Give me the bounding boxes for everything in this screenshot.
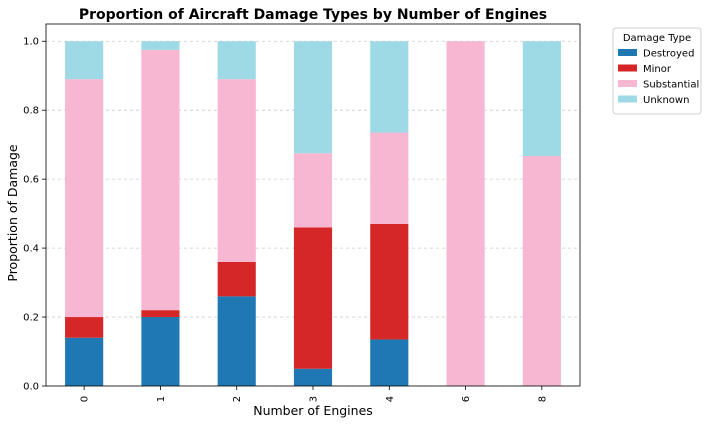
- y-tick-label: 0.2: [23, 313, 39, 324]
- bar-unknown-2: [217, 41, 256, 80]
- x-axis-label: Number of Engines: [253, 403, 373, 418]
- bar-unknown-4: [370, 41, 409, 133]
- bar-substantial-8: [522, 156, 561, 386]
- legend-title: Damage Type: [623, 33, 691, 44]
- legend-swatch-minor: [618, 64, 637, 72]
- bar-unknown-1: [141, 41, 180, 50]
- chart-title: Proportion of Aircraft Damage Types by N…: [79, 7, 547, 23]
- x-tick-label: 3: [309, 396, 320, 402]
- bar-substantial-1: [141, 49, 180, 311]
- bars-group: [65, 41, 561, 386]
- legend-label-destroyed: Destroyed: [643, 49, 694, 60]
- axes-group: 0.0 0.2 0.4 0.6 0.8 1.0 0 1 2 3 4 6 8: [23, 23, 581, 402]
- bar-minor-1: [141, 310, 180, 318]
- legend-label-unknown: Unknown: [643, 95, 689, 106]
- y-tick-label: 0.0: [23, 382, 39, 393]
- legend-swatch-unknown: [618, 95, 637, 103]
- bar-minor-4: [370, 223, 409, 340]
- bar-substantial-4: [370, 132, 409, 224]
- bar-substantial-2: [217, 79, 256, 262]
- legend-swatch-destroyed: [618, 49, 637, 56]
- bar-unknown-8: [522, 41, 561, 157]
- x-tick-label: 1: [156, 396, 167, 402]
- x-tick-label: 0: [80, 396, 91, 402]
- bar-substantial-6: [446, 41, 485, 386]
- plot-frame: [45, 23, 581, 387]
- bar-substantial-0: [65, 79, 104, 318]
- x-tick-label: 2: [232, 396, 243, 402]
- bar-unknown-3: [293, 41, 333, 154]
- bar-unknown-0: [65, 41, 104, 80]
- legend-swatch-substantial: [618, 80, 637, 87]
- legend-label-substantial: Substantial: [643, 80, 699, 91]
- y-tick-label: 0.8: [23, 106, 39, 117]
- legend-label-minor: Minor: [643, 64, 672, 75]
- x-tick-label: 6: [461, 396, 472, 402]
- x-tick-label: 8: [537, 396, 548, 402]
- y-tick-label: 0.4: [23, 244, 39, 255]
- bar-minor-2: [217, 261, 256, 297]
- legend: Damage Type Destroyed Minor Substantial Unkn…: [612, 27, 702, 115]
- bar-minor-0: [65, 317, 104, 338]
- bar-substantial-3: [293, 153, 333, 228]
- bar-minor-3: [293, 227, 333, 369]
- y-tick-label: 0.6: [23, 175, 39, 186]
- bar-destroyed-1: [141, 317, 180, 386]
- y-axis-label: Proportion of Damage: [5, 144, 20, 282]
- bar-destroyed-3: [293, 368, 333, 386]
- bar-destroyed-4: [370, 339, 409, 386]
- bar-destroyed-2: [217, 296, 256, 386]
- bar-destroyed-0: [65, 337, 104, 386]
- x-tick-label: 4: [385, 396, 396, 402]
- y-tick-label: 1.0: [23, 37, 39, 48]
